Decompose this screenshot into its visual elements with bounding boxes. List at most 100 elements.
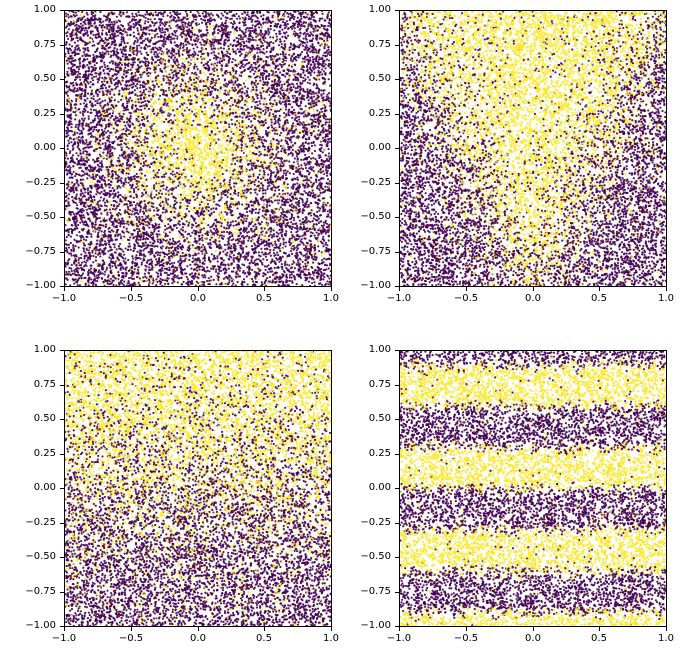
y-tick-mark — [395, 45, 399, 46]
x-tick-mark — [533, 627, 534, 631]
x-tick-mark — [399, 627, 400, 631]
y-tick-label: −0.50 — [25, 551, 56, 562]
x-tick-mark — [533, 287, 534, 291]
x-tick-label: −0.5 — [118, 293, 144, 304]
x-tick-label: 1.0 — [658, 293, 674, 304]
y-tick-mark — [60, 183, 64, 184]
y-tick-label: 0.25 — [368, 108, 391, 119]
y-tick-mark — [60, 114, 64, 115]
x-tick-mark — [64, 627, 65, 631]
x-tick-label: 1.0 — [323, 293, 339, 304]
x-tick-mark — [131, 627, 132, 631]
y-tick-mark — [395, 114, 399, 115]
y-tick-label: 0.50 — [368, 73, 391, 84]
y-tick-mark — [60, 252, 64, 253]
y-tick-mark — [60, 626, 64, 627]
y-tick-mark — [395, 217, 399, 218]
y-tick-label: 0.50 — [33, 73, 56, 84]
y-tick-mark — [395, 252, 399, 253]
y-tick-label: 1.00 — [368, 4, 391, 15]
y-tick-label: −0.75 — [25, 246, 56, 257]
y-tick-label: 1.00 — [33, 344, 56, 355]
y-tick-label: 0.25 — [33, 448, 56, 459]
subplot-bottom-right — [399, 350, 667, 627]
x-tick-mark — [599, 287, 600, 291]
x-tick-label: 1.0 — [658, 633, 674, 644]
x-tick-label: −1.0 — [386, 293, 412, 304]
x-tick-mark — [64, 287, 65, 291]
x-tick-label: −1.0 — [386, 633, 412, 644]
y-tick-label: −0.25 — [360, 517, 391, 528]
x-tick-mark — [198, 627, 199, 631]
y-tick-mark — [60, 419, 64, 420]
x-tick-mark — [666, 287, 667, 291]
x-tick-mark — [466, 627, 467, 631]
y-tick-mark — [395, 523, 399, 524]
y-tick-label: 0.75 — [33, 379, 56, 390]
scatter-canvas-top-left — [65, 11, 331, 286]
x-tick-mark — [331, 287, 332, 291]
x-tick-mark — [331, 627, 332, 631]
subplot-top-left — [64, 10, 332, 287]
x-tick-mark — [466, 287, 467, 291]
y-tick-label: 0.00 — [368, 482, 391, 493]
scatter-canvas-bottom-right — [400, 351, 666, 626]
y-tick-label: −1.00 — [25, 620, 56, 631]
x-tick-mark — [131, 287, 132, 291]
y-tick-mark — [60, 79, 64, 80]
subplot-bottom-left — [64, 350, 332, 627]
y-tick-mark — [395, 350, 399, 351]
x-tick-label: −0.5 — [453, 633, 479, 644]
x-tick-label: 0.5 — [591, 293, 607, 304]
x-tick-label: 0.0 — [525, 293, 541, 304]
y-tick-mark — [60, 592, 64, 593]
y-tick-mark — [60, 45, 64, 46]
y-tick-label: 0.00 — [33, 482, 56, 493]
y-tick-mark — [60, 148, 64, 149]
y-tick-mark — [60, 385, 64, 386]
x-tick-label: 0.0 — [190, 293, 206, 304]
y-tick-mark — [395, 10, 399, 11]
y-tick-label: 1.00 — [368, 344, 391, 355]
x-tick-mark — [666, 627, 667, 631]
y-tick-label: −0.75 — [360, 586, 391, 597]
y-tick-mark — [395, 488, 399, 489]
y-tick-mark — [60, 10, 64, 11]
y-tick-mark — [395, 592, 399, 593]
y-tick-label: −0.25 — [25, 177, 56, 188]
y-tick-label: −0.75 — [360, 246, 391, 257]
x-tick-mark — [264, 627, 265, 631]
y-tick-label: 0.25 — [368, 448, 391, 459]
subplot-top-right — [399, 10, 667, 287]
y-tick-mark — [60, 523, 64, 524]
y-tick-label: −1.00 — [25, 280, 56, 291]
y-tick-mark — [395, 626, 399, 627]
y-tick-label: 0.75 — [33, 39, 56, 50]
y-tick-mark — [395, 286, 399, 287]
y-tick-label: 0.50 — [33, 413, 56, 424]
y-tick-mark — [60, 454, 64, 455]
y-tick-mark — [60, 350, 64, 351]
y-tick-label: −0.75 — [25, 586, 56, 597]
y-tick-label: 0.75 — [368, 39, 391, 50]
y-tick-label: 0.50 — [368, 413, 391, 424]
y-tick-label: 1.00 — [33, 4, 56, 15]
y-tick-mark — [60, 217, 64, 218]
y-tick-label: −0.25 — [360, 177, 391, 188]
x-tick-label: 0.0 — [525, 633, 541, 644]
y-tick-label: 0.00 — [33, 142, 56, 153]
y-tick-mark — [395, 79, 399, 80]
y-tick-label: −0.50 — [360, 211, 391, 222]
y-tick-mark — [395, 454, 399, 455]
y-tick-mark — [395, 183, 399, 184]
x-tick-label: −1.0 — [51, 293, 77, 304]
y-tick-mark — [60, 557, 64, 558]
x-tick-label: −0.5 — [118, 633, 144, 644]
y-tick-mark — [395, 419, 399, 420]
x-tick-label: 0.5 — [256, 633, 272, 644]
y-tick-label: −1.00 — [360, 280, 391, 291]
y-tick-mark — [60, 286, 64, 287]
x-tick-label: 0.5 — [256, 293, 272, 304]
x-tick-mark — [264, 287, 265, 291]
